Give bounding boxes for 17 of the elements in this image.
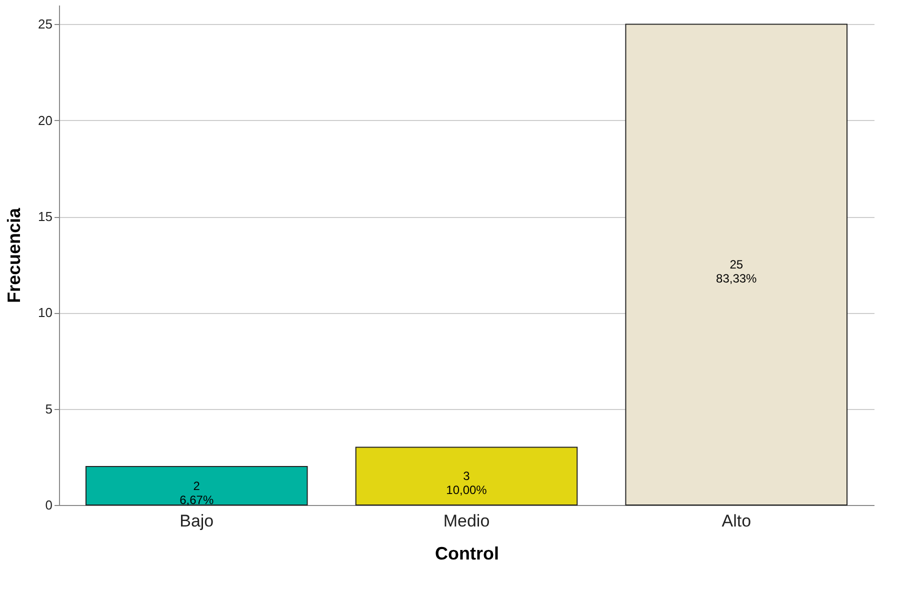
y-tick-label: 0: [45, 498, 52, 512]
x-tick-label: Medio: [443, 512, 490, 530]
bar: [85, 466, 308, 506]
x-axis-title: Control: [435, 544, 499, 564]
y-tick-label: 5: [45, 401, 52, 416]
data-label: 3 10,00%: [446, 469, 488, 498]
x-tick-label: Bajo: [180, 512, 214, 530]
y-tick-label: 25: [38, 16, 52, 32]
bar: [355, 446, 578, 506]
bar: [625, 24, 848, 506]
y-tick-label: 15: [38, 209, 52, 224]
x-tick-label: Alto: [722, 512, 752, 530]
data-label: 2 6,67%: [180, 478, 214, 507]
y-axis-title: Frecuencia: [4, 206, 24, 304]
data-label: 25 83,33%: [716, 258, 758, 286]
y-tick-label: 20: [38, 112, 52, 128]
y-tick-label: 10: [38, 305, 52, 320]
